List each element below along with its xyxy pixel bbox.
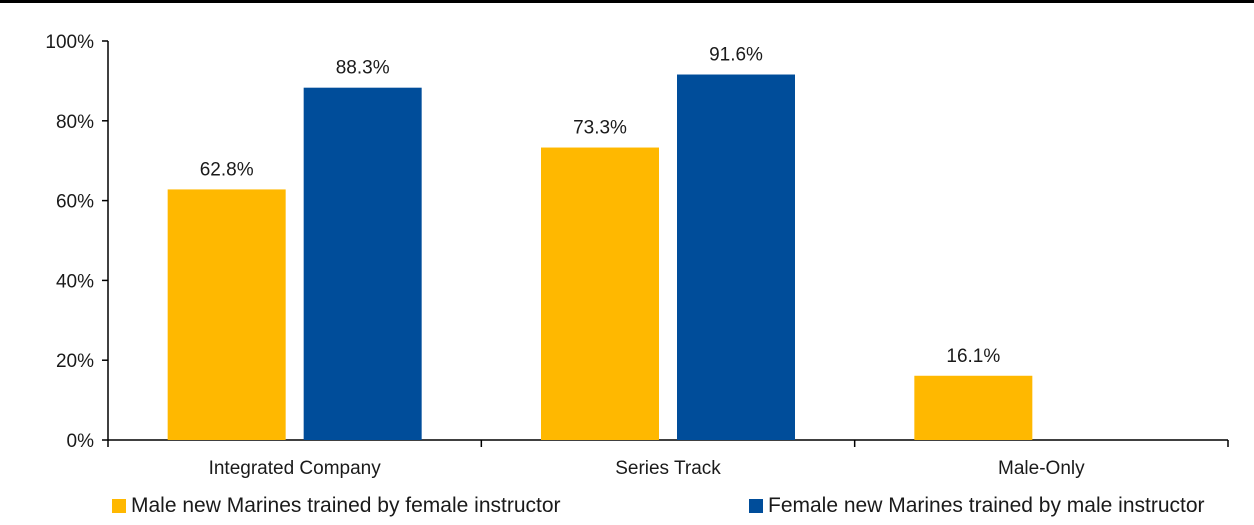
y-tick-label: 0% (67, 431, 95, 452)
data-label: 62.8% (200, 159, 254, 180)
x-tick-label: Integrated Company (209, 458, 382, 479)
legend-label: Female new Marines trained by male instr… (768, 494, 1205, 517)
bar (914, 375, 1033, 440)
legend-item-female-new-marines: Female new Marines trained by male instr… (749, 494, 1205, 518)
x-tick-label: Series Track (615, 458, 721, 479)
y-tick-label: 100% (45, 32, 94, 53)
legend-swatch-yellow (112, 499, 126, 513)
legend-label: Male new Marines trained by female instr… (131, 494, 561, 517)
data-label: 16.1% (946, 346, 1000, 367)
bars (167, 74, 1033, 441)
bar-chart: 0% 20% 40% 60% 80% 100% Integrated Company Ser… (0, 0, 1254, 479)
x-axis: Integrated Company Series Track Male-Only (107, 439, 1229, 479)
y-axis: 0% 20% 40% 60% 80% 100% (45, 32, 109, 452)
bar (303, 87, 422, 441)
legend: Male new Marines trained by female instr… (0, 494, 1254, 524)
data-label: 88.3% (336, 58, 390, 79)
y-tick-label: 20% (56, 351, 94, 372)
data-labels: 62.8% 88.3% 73.3% 91.6% 16.1% (200, 45, 1001, 367)
x-tick-label: Male-Only (998, 458, 1085, 479)
bar (541, 147, 659, 440)
y-tick-label: 80% (56, 112, 94, 133)
y-tick-label: 60% (56, 192, 94, 213)
y-tick-label: 40% (56, 271, 94, 292)
legend-item-male-new-marines: Male new Marines trained by female instr… (112, 494, 561, 518)
legend-swatch-blue (749, 499, 763, 513)
bar (167, 189, 286, 440)
top-border (0, 0, 1254, 3)
data-label: 91.6% (709, 45, 763, 66)
bar (677, 74, 795, 441)
data-label: 73.3% (573, 118, 627, 139)
